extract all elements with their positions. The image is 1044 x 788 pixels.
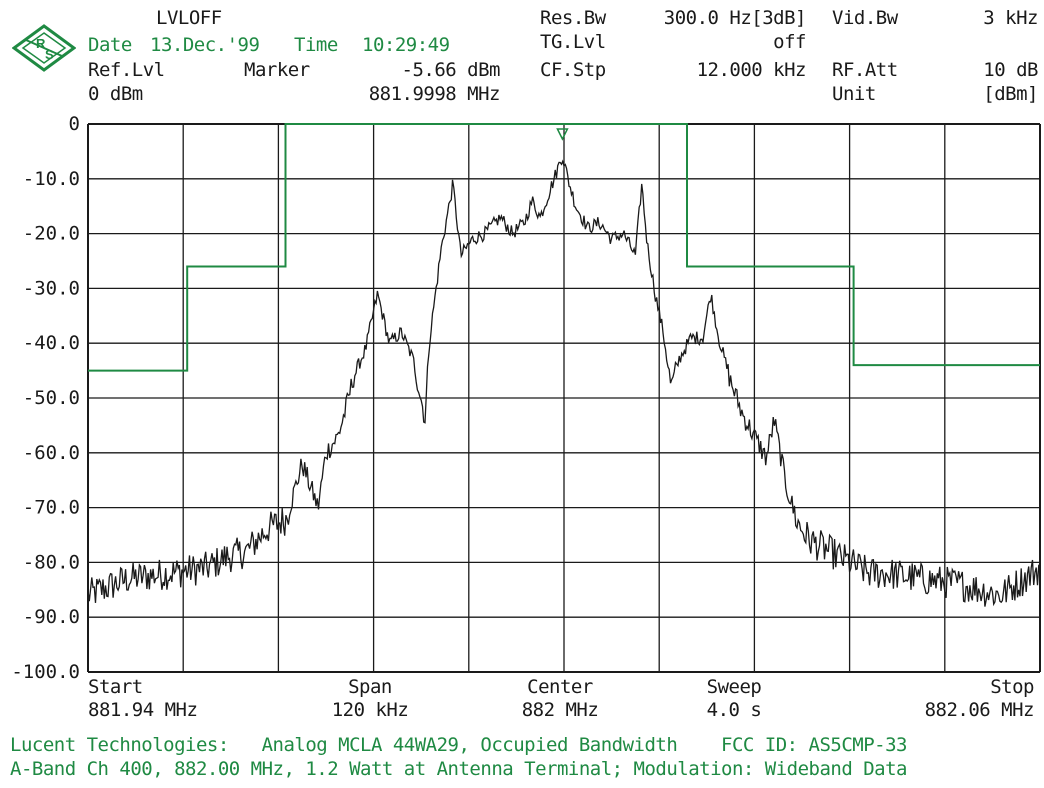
cf-step-label: CF.Stp <box>540 59 606 81</box>
time-value: 10:29:49 <box>362 34 450 56</box>
res-bw-value: 300.0 Hz[3dB] <box>663 7 807 29</box>
res-bw-label: Res.Bw <box>540 7 606 29</box>
svg-text:S: S <box>45 47 54 62</box>
vid-bw-value: 3 kHz <box>983 7 1038 29</box>
start-value: 881.94 MHz <box>88 699 198 721</box>
spectrum-chart: 0 -10.0 -20.0 -30.0 -40.0 -50.0 -60.0 -70.0 -80.… <box>11 113 1041 682</box>
spectrum-trace-line <box>87 159 1041 607</box>
sweep-value: 4.0 s <box>706 699 762 721</box>
start-label: Start <box>88 676 143 698</box>
marker-level: -5.66 dBm <box>401 59 501 81</box>
svg-text:R: R <box>36 36 46 51</box>
time-label: Time <box>294 34 338 56</box>
y-tick-label: -10.0 <box>23 168 80 190</box>
date-value: 13.Dec.'99 <box>150 34 260 56</box>
ref-level-value: 0 dBm <box>88 83 143 105</box>
rf-att-label: RF.Att <box>832 59 898 81</box>
rf-att-value: 10 dB <box>983 59 1038 81</box>
marker-triangle-icon <box>556 128 569 141</box>
marker-frequency: 881.9998 MHz <box>368 83 501 105</box>
vid-bw-label: Vid.Bw <box>832 7 898 29</box>
date-label: Date <box>88 34 132 56</box>
stop-label: Stop <box>990 676 1034 698</box>
tg-level-value: off <box>773 31 806 53</box>
mode-label: LVLOFF <box>156 7 222 29</box>
center-label: Center <box>527 676 593 698</box>
sweep-label: Sweep <box>706 676 762 698</box>
y-tick-label: -80.0 <box>23 551 80 573</box>
unit-label: Unit <box>832 83 876 105</box>
y-axis-ticks: 0 -10.0 -20.0 -30.0 -40.0 -50.0 -60.0 -70.0 -80.… <box>11 113 80 682</box>
stop-value: 882.06 MHz <box>924 699 1035 721</box>
center-value: 882 MHz <box>521 699 599 721</box>
y-tick-label: -40.0 <box>23 332 80 354</box>
span-label: Span <box>348 676 392 698</box>
y-tick-label: -50.0 <box>23 387 80 409</box>
limit-mask-line <box>88 123 1040 372</box>
tg-level-label: TG.Lvl <box>540 31 606 53</box>
cf-step-value: 12.000 kHz <box>696 59 807 81</box>
y-tick-label: -90.0 <box>23 606 80 628</box>
rs-logo: R S <box>12 24 76 72</box>
chart-grid <box>87 123 1041 673</box>
y-tick-label: -70.0 <box>23 497 80 519</box>
y-tick-label: -60.0 <box>23 442 80 464</box>
unit-value: [dBm] <box>983 83 1038 105</box>
y-tick-label: -100.0 <box>11 661 80 682</box>
caption-line-1: Lucent Technologies: Analog MCLA 44WA29,… <box>10 734 908 756</box>
ref-level-label: Ref.Lvl <box>88 59 165 81</box>
y-tick-label: 0 <box>69 113 80 135</box>
y-tick-label: -30.0 <box>23 277 80 299</box>
y-tick-label: -20.0 <box>23 223 80 245</box>
span-value: 120 kHz <box>331 699 409 721</box>
caption-line-2: A-Band Ch 400, 882.00 MHz, 1.2 Watt at A… <box>10 758 908 780</box>
marker-label: Marker <box>244 59 310 81</box>
